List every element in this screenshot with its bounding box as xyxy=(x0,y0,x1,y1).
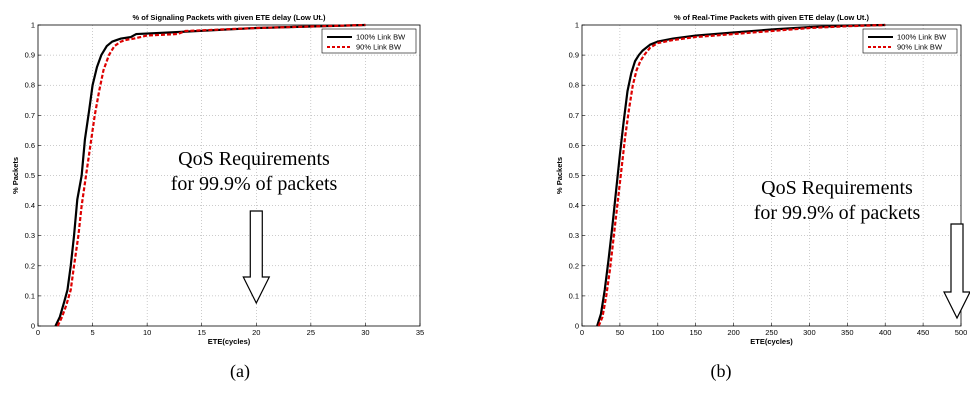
x-tick-label: 450 xyxy=(917,328,930,337)
y-tick-label: 0.4 xyxy=(569,201,579,210)
x-tick-label: 10 xyxy=(143,328,151,337)
x-tick-label: 50 xyxy=(616,328,624,337)
y-tick-label: 0.5 xyxy=(25,171,35,180)
x-tick-label: 200 xyxy=(727,328,740,337)
series-line-solid xyxy=(596,23,886,327)
subfigure-label-b: (b) xyxy=(711,361,732,382)
chart-signaling: 0 5 10 15 20 25 30 35 0 0.1 0.2 0.3 0.4 0.5 0.6 0.7 0.8… xyxy=(11,13,424,346)
x-tick-label: 350 xyxy=(841,328,854,337)
x-tick-label: 0 xyxy=(580,328,584,337)
series-line-dashed xyxy=(56,23,366,327)
x-tick-label: 25 xyxy=(307,328,315,337)
chart-title: % of Real-Time Packets with given ETE de… xyxy=(674,13,869,22)
annotation-line1: QoS Requirements xyxy=(761,177,913,199)
y-tick-label: 0.1 xyxy=(569,291,579,300)
y-tick-label: 0.3 xyxy=(25,231,35,240)
x-tick-label: 30 xyxy=(361,328,369,337)
chart-realtime: 0 50 100 150 200 250 300 350 400 450 500 0 0.1 0.2 0.… xyxy=(555,13,967,346)
subfigure-label-a: (a) xyxy=(230,361,250,382)
annotation-line2: for 99.9% of packets xyxy=(171,173,338,195)
x-tick-label: 100 xyxy=(652,328,665,337)
y-tick-label: 0.7 xyxy=(25,111,35,120)
y-tick-label: 0 xyxy=(31,322,35,331)
y-tick-label: 0.9 xyxy=(25,51,35,60)
legend-label: 100% Link BW xyxy=(356,33,406,42)
x-tick-label: 250 xyxy=(765,328,778,337)
y-tick-label: 0.9 xyxy=(569,51,579,60)
y-tick-label: 0.8 xyxy=(569,81,579,90)
y-tick-label: 0.2 xyxy=(569,261,579,270)
series-line-dashed xyxy=(597,23,886,327)
y-tick-label: 0.6 xyxy=(25,141,35,150)
x-tick-label: 300 xyxy=(803,328,816,337)
x-tick-label: 150 xyxy=(689,328,702,337)
x-axis-label: ETE(cycles) xyxy=(750,337,793,346)
legend-label: 90% Link BW xyxy=(356,43,402,52)
x-tick-label: 15 xyxy=(198,328,206,337)
x-tick-label: 500 xyxy=(955,328,968,337)
down-arrow-icon xyxy=(242,210,271,305)
x-tick-label: 5 xyxy=(90,328,94,337)
x-tick-label: 20 xyxy=(252,328,260,337)
x-axis-label: ETE(cycles) xyxy=(208,337,251,346)
y-tick-label: 0.1 xyxy=(25,291,35,300)
y-tick-label: 0.6 xyxy=(569,141,579,150)
x-tick-label: 35 xyxy=(416,328,424,337)
y-tick-label: 1 xyxy=(575,21,579,30)
y-tick-label: 0.8 xyxy=(25,81,35,90)
y-axis-label: % Packets xyxy=(11,157,20,194)
annotation-line2: for 99.9% of packets xyxy=(754,202,921,224)
y-tick-label: 1 xyxy=(31,21,35,30)
y-tick-label: 0.3 xyxy=(569,231,579,240)
x-tick-label: 400 xyxy=(879,328,892,337)
legend-box xyxy=(862,28,958,54)
y-tick-label: 0.2 xyxy=(25,261,35,270)
y-tick-label: 0.7 xyxy=(569,111,579,120)
down-arrow-icon xyxy=(943,223,970,320)
y-tick-label: 0 xyxy=(575,322,579,331)
chart-title: % of Signaling Packets with given ETE de… xyxy=(133,13,326,22)
y-axis-label: % Packets xyxy=(555,157,564,194)
y-tick-label: 0.4 xyxy=(25,201,35,210)
series-line-solid xyxy=(54,23,366,327)
legend-label: 90% Link BW xyxy=(897,43,943,52)
y-tick-label: 0.5 xyxy=(569,171,579,180)
annotation-line1: QoS Requirements xyxy=(178,148,330,170)
legend-box xyxy=(321,28,417,54)
legend-label: 100% Link BW xyxy=(897,33,947,42)
x-tick-label: 0 xyxy=(36,328,40,337)
